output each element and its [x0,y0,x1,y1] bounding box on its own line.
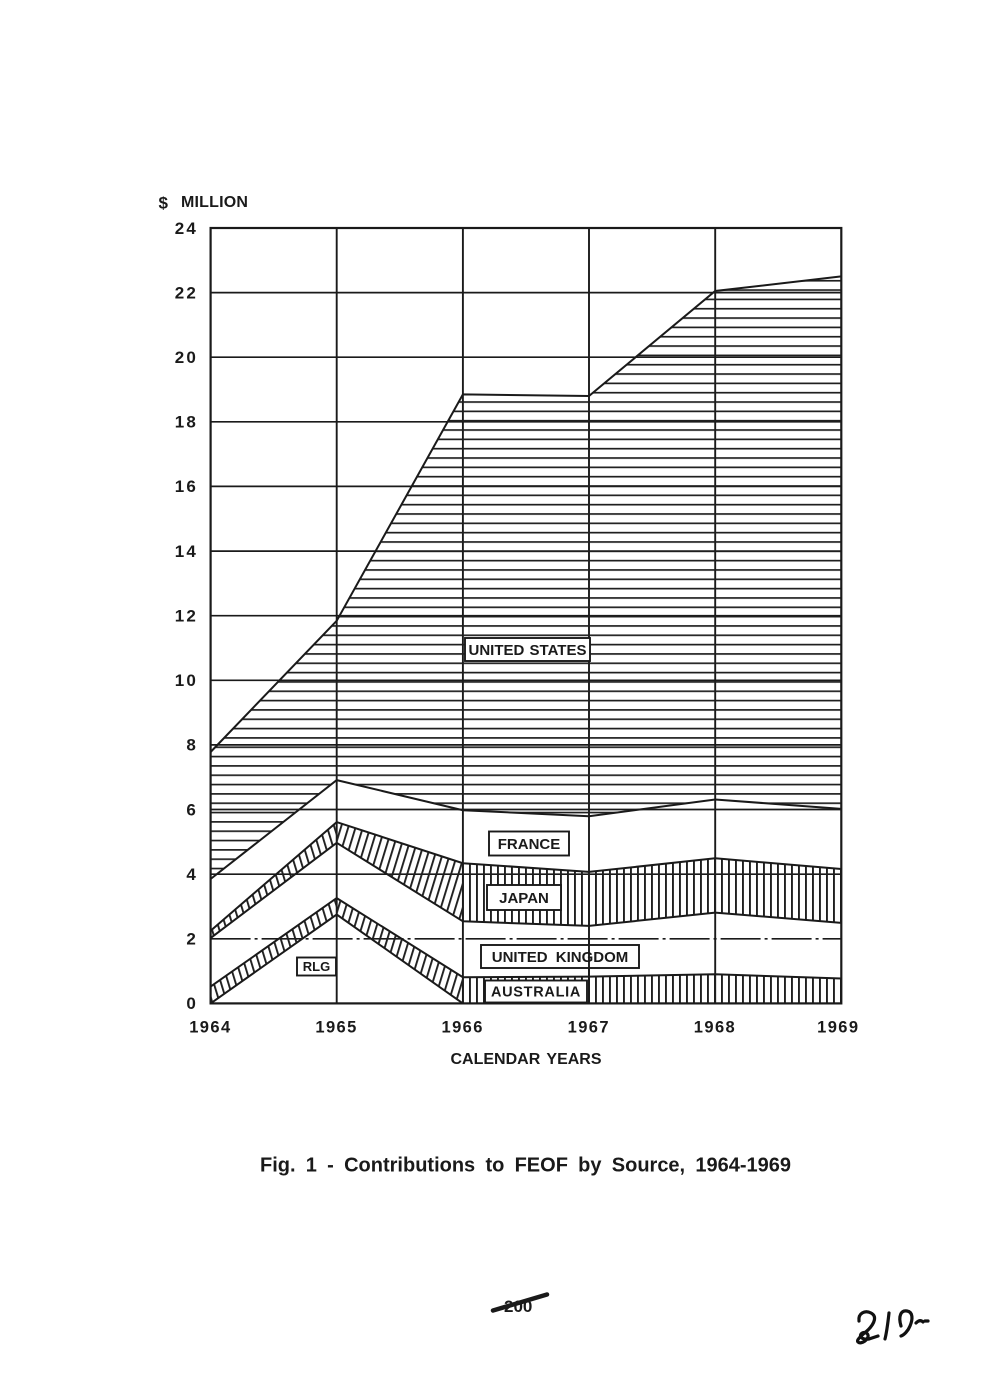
svg-text:12: 12 [175,606,198,625]
svg-text:1968: 1968 [694,1019,736,1037]
svg-text:24: 24 [175,219,198,238]
svg-text:Fig. 1 - Contributions to FEOF: Fig. 1 - Contributions to FEOF by Source… [260,1155,791,1177]
svg-text:1964: 1964 [189,1019,231,1037]
svg-text:14: 14 [175,542,198,561]
svg-text:16: 16 [175,477,198,496]
svg-text:2: 2 [186,930,198,949]
svg-text:RLG: RLG [303,959,330,974]
svg-text:$: $ [159,194,169,213]
svg-text:22: 22 [175,283,198,302]
svg-text:1965: 1965 [315,1019,357,1037]
svg-text:AUSTRALIA: AUSTRALIA [491,985,581,1001]
svg-text:CALENDAR YEARS: CALENDAR YEARS [450,1051,601,1068]
svg-text:8: 8 [186,736,198,755]
svg-text:UNITED KINGDOM: UNITED KINGDOM [492,949,629,966]
svg-text:UNITED STATES: UNITED STATES [469,642,587,659]
svg-text:0: 0 [186,994,198,1013]
svg-text:1966: 1966 [442,1019,484,1037]
svg-text:MILLION: MILLION [181,194,248,211]
svg-text:JAPAN: JAPAN [499,890,549,907]
svg-text:18: 18 [175,413,198,432]
svg-text:1969: 1969 [817,1019,859,1037]
svg-text:1967: 1967 [568,1019,610,1037]
svg-text:6: 6 [186,800,198,819]
svg-text:10: 10 [175,671,198,690]
svg-text:4: 4 [186,865,198,884]
svg-text:20: 20 [175,348,198,367]
svg-text:FRANCE: FRANCE [498,836,561,853]
